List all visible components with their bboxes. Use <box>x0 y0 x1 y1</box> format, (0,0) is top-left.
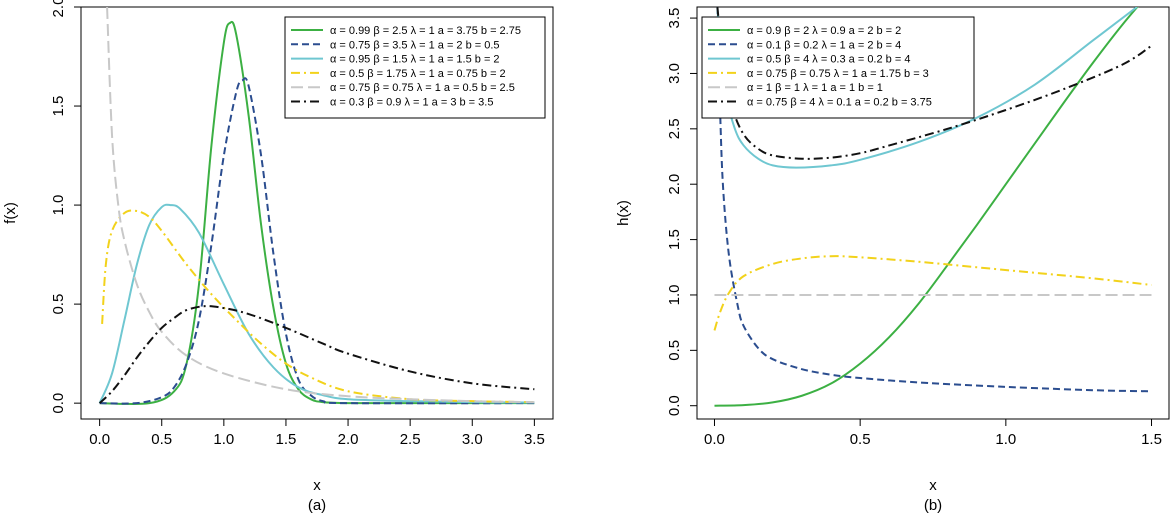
panel-a-legend-label: α = 0.3 β = 0.9 λ = 1 a = 3 b = 3.5 <box>330 97 493 109</box>
panel-a-ticks: 0.0 0.5 1.0 1.5 2.0 2.5 3.0 3.5 0.0 0.5 1.0 1.5 2.0 <box>50 0 545 448</box>
panel-b-series-line-6 <box>716 7 1153 160</box>
panel-a-x-axis-title: x <box>313 477 321 494</box>
panel-b-legend-label: α = 0.9 β = 2 λ = 0.9 a = 2 b = 2 <box>747 25 901 37</box>
panel-a-y-tick-label: 0.5 <box>50 294 67 315</box>
panel-b-y-tick-label: 3.5 <box>666 8 683 29</box>
panel-b-x-axis-title: x <box>929 477 937 494</box>
panel-a-legend-label: α = 0.5 β = 1.75 λ = 1 a = 0.75 b = 2 <box>330 68 506 80</box>
panel-a-x-tick-label: 2.5 <box>400 431 421 448</box>
panel-a-legend-label: α = 0.99 β = 2.5 λ = 1 a = 3.75 b = 2.75 <box>330 25 521 37</box>
panel-b-series-line-1 <box>714 7 1139 407</box>
panel-b-series-line-4 <box>713 255 1152 331</box>
panel-b-y-tick-label: 1.0 <box>666 285 683 306</box>
panel-a-legend-label: α = 0.75 β = 3.5 λ = 1 a = 2 b = 0.5 <box>330 39 500 51</box>
panel-b-y-axis-title: h(x) <box>615 200 632 226</box>
panel-a-y-tick-label: 1.0 <box>50 195 67 216</box>
panel-b-legend-label: α = 0.1 β = 0.2 λ = 1 a = 2 b = 4 <box>747 39 901 51</box>
panel-a-legend: α = 0.99 β = 2.5 λ = 1 a = 3.75 b = 2.75… <box>284 16 546 119</box>
panel-b-hazard-chart: x h(x) (b) 0.0 0.5 1.0 1.5 0.0 0.5 1.0 1.5 2.0 2.… <box>615 6 1170 514</box>
panel-a-x-tick-label: 0.5 <box>151 431 172 448</box>
panel-a-x-tick-label: 3.5 <box>524 431 545 448</box>
panel-a-series-line-5 <box>106 7 535 404</box>
panel-a-x-tick-label: 1.0 <box>213 431 234 448</box>
panel-a-density-chart: x f(x) (a) 0.0 0.5 1.0 1.5 2.0 2.5 3.0 3.50.00.… <box>2 0 554 514</box>
panel-b-legend-label: α = 0.75 β = 0.75 λ = 1 a = 1.75 b = 3 <box>747 68 929 80</box>
panel-a-y-axis-title: f(x) <box>2 202 19 224</box>
panel-b-y-tick-label: 3.0 <box>666 63 683 84</box>
panel-b-x-tick-label: 1.0 <box>995 431 1016 448</box>
panel-a-series-line-3 <box>98 203 535 404</box>
panel-b-x-tick-label: 0.0 <box>704 431 725 448</box>
panel-a-series-line-2 <box>99 77 535 405</box>
panel-a-legend-label: α = 0.75 β = 0.75 λ = 1 a = 0.5 b = 2.5 <box>330 82 515 94</box>
panel-a-x-tick-label: 3.0 <box>462 431 483 448</box>
panel-a-legend-box <box>284 16 546 119</box>
panel-b-series-line-2 <box>716 7 1152 393</box>
panel-a-x-tick-label: 1.5 <box>276 431 297 448</box>
panel-b-x-tick-label: 0.5 <box>850 431 871 448</box>
panel-b-legend-box <box>701 16 975 119</box>
panel-a-y-tick-label: 0.0 <box>50 393 67 414</box>
panel-b-y-tick-label: 2.0 <box>666 174 683 195</box>
panel-b-y-tick-label: 2.5 <box>666 118 683 139</box>
panel-b-y-tick-label: 0.5 <box>666 340 683 361</box>
panel-b-legend-label: α = 0.5 β = 4 λ = 0.3 a = 0.2 b = 4 <box>747 54 910 66</box>
panel-a-series-line-6 <box>98 305 535 404</box>
panel-a-caption: (a) <box>308 497 326 514</box>
panel-b-legend: α = 0.9 β = 2 λ = 0.9 a = 2 b = 2 α = 0.1… <box>701 16 975 119</box>
panel-a-series <box>98 7 535 406</box>
panel-a-x-tick-label: 0.0 <box>89 431 110 448</box>
panel-a-x-tick-label: 2.0 <box>338 431 359 448</box>
panel-b-x-tick-label: 1.5 <box>1141 431 1162 448</box>
panel-b-ticks: 0.0 0.5 1.0 1.5 0.0 0.5 1.0 1.5 2.0 2.5 3.0 3.5 <box>666 8 1162 448</box>
panel-a-legend-label: α = 0.95 β = 1.5 λ = 1 a = 1.5 b = 2 <box>330 54 500 66</box>
panel-b-y-tick-label: 1.5 <box>666 229 683 250</box>
panel-b-caption: (b) <box>924 497 942 514</box>
panel-b-legend-label: α = 0.75 β = 4 λ = 0.1 a = 0.2 b = 3.75 <box>747 97 932 109</box>
panel-b-legend-label: α = 1 β = 1 λ = 1 a = 1 b = 1 <box>747 82 883 94</box>
panel-b-y-tick-label: 0.0 <box>666 395 683 416</box>
panel-a-y-tick-label: 2.0 <box>50 0 67 17</box>
panel-a-series-line-4 <box>101 209 535 404</box>
panel-a-y-tick-label: 1.5 <box>50 96 67 117</box>
